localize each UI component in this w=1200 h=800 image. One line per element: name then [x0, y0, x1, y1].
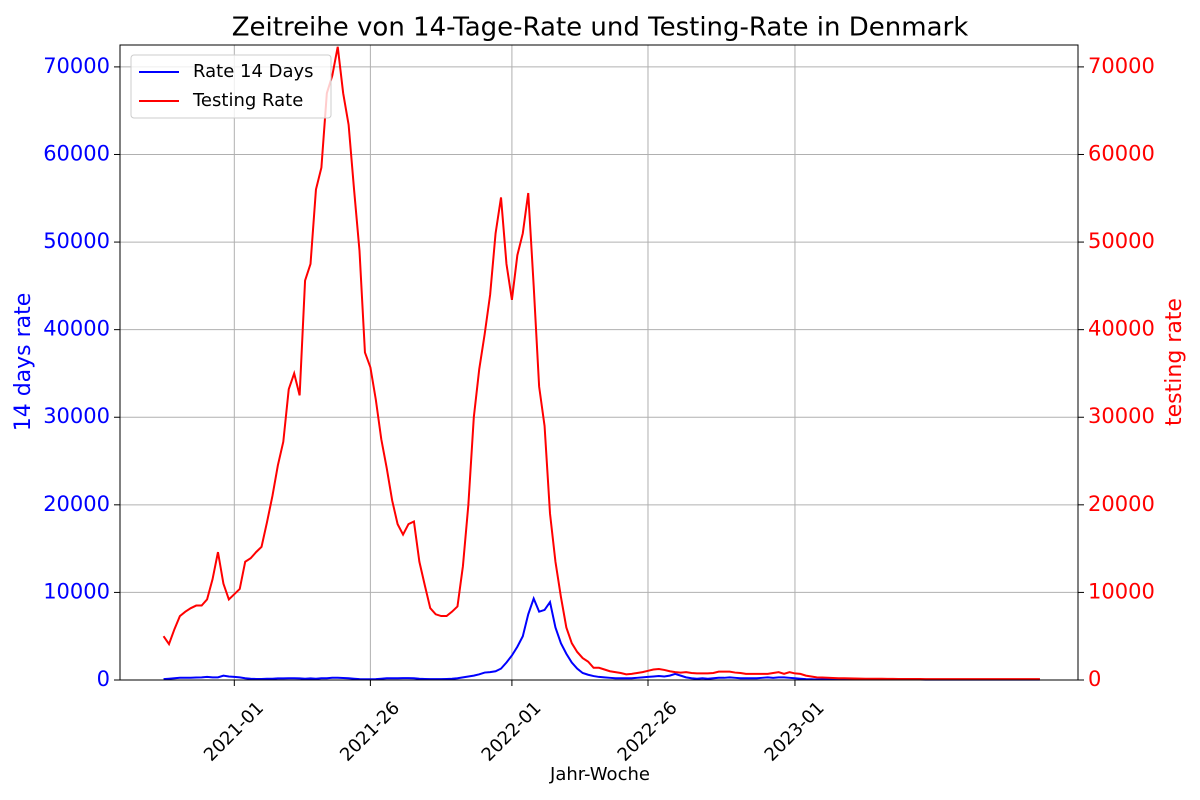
y2-tick-label: 70000 [1088, 54, 1155, 78]
legend-box [130, 54, 332, 119]
y2-tick-label: 60000 [1088, 141, 1155, 165]
legend-label: Testing Rate [192, 90, 303, 111]
y-tick-label: 60000 [43, 141, 110, 165]
legend-label: Rate 14 Days [193, 61, 314, 82]
y-axis-label: 14 days rate [11, 293, 36, 432]
y2-tick-label: 0 [1088, 667, 1101, 691]
y2-axis-label: testing rate [1162, 298, 1187, 426]
y-tick-label: 20000 [43, 492, 110, 516]
y-tick-label: 30000 [43, 404, 110, 428]
y-tick-label: 70000 [43, 54, 110, 78]
series-line [162, 46, 1040, 681]
plot-frame [119, 44, 1079, 681]
y2-tick-label: 30000 [1088, 404, 1155, 428]
chart-title: Zeitreihe von 14-Tage-Rate und Testing-R… [232, 13, 969, 43]
y-tick-label: 40000 [43, 317, 110, 341]
y2-tick-label: 10000 [1088, 579, 1155, 603]
y2-tick-label: 20000 [1088, 492, 1155, 516]
y2-tick-label: 50000 [1088, 229, 1155, 253]
y-tick-label: 0 [97, 667, 110, 691]
y2-tick-label: 40000 [1088, 317, 1155, 341]
y-tick-label: 50000 [43, 229, 110, 253]
y-tick-label: 10000 [43, 579, 110, 603]
x-axis-label: Jahr-Woche [549, 764, 650, 785]
